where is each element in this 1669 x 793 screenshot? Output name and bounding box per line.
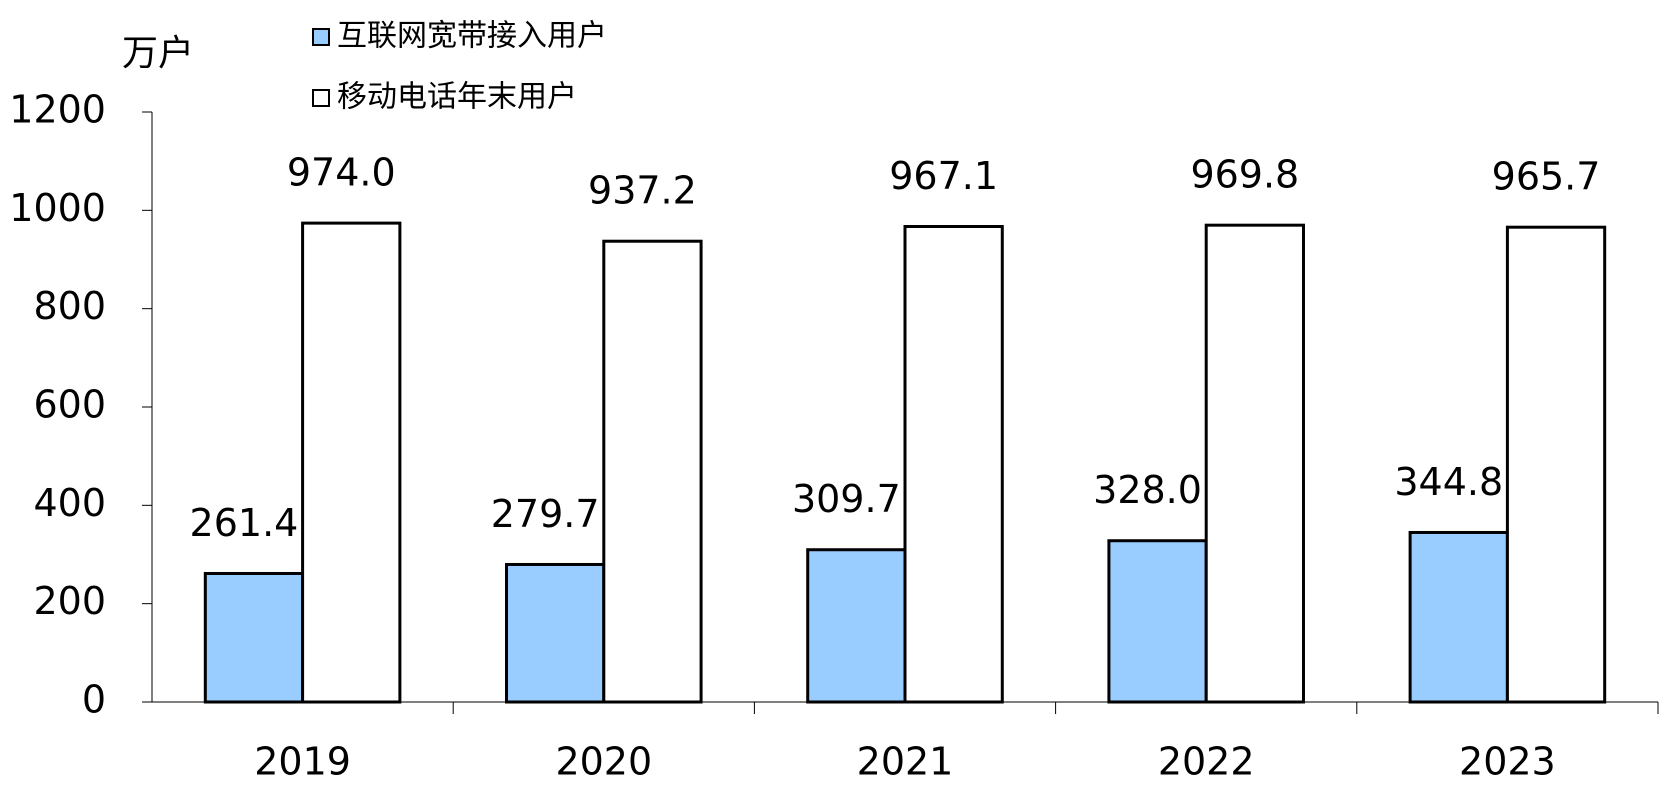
bar bbox=[1408, 530, 1509, 704]
y-tick-label: 0 bbox=[82, 678, 106, 722]
bar bbox=[806, 548, 907, 704]
value-label: 279.7 bbox=[491, 492, 600, 536]
y-tick-label: 200 bbox=[33, 579, 106, 623]
x-tick-label: 2021 bbox=[857, 740, 954, 784]
value-label: 261.4 bbox=[190, 501, 299, 545]
bar bbox=[1505, 225, 1607, 704]
legend-swatch bbox=[312, 28, 330, 46]
legend-swatch bbox=[312, 89, 330, 107]
y-unit: 万户 bbox=[122, 33, 194, 74]
bar bbox=[903, 225, 1004, 704]
value-label: 965.7 bbox=[1492, 155, 1601, 199]
y-tick-label: 1200 bbox=[9, 88, 106, 132]
bar bbox=[1107, 539, 1208, 704]
y-tick-label: 400 bbox=[33, 481, 106, 525]
bar bbox=[505, 562, 606, 704]
bar bbox=[301, 221, 402, 704]
value-label: 937.2 bbox=[588, 169, 697, 213]
bar bbox=[203, 571, 305, 704]
value-label: 967.1 bbox=[889, 154, 998, 198]
value-label: 309.7 bbox=[792, 477, 901, 521]
value-label: 969.8 bbox=[1190, 153, 1299, 197]
x-tick-label: 2023 bbox=[1459, 740, 1556, 784]
bar bbox=[602, 239, 703, 704]
x-tick-label: 2020 bbox=[555, 740, 652, 784]
bar bbox=[1204, 223, 1305, 704]
x-tick-label: 2019 bbox=[254, 740, 351, 784]
y-tick-label: 1000 bbox=[9, 186, 106, 230]
legend-label: 移动电话年末用户 bbox=[337, 80, 577, 115]
value-label: 974.0 bbox=[287, 151, 396, 195]
value-label: 328.0 bbox=[1093, 468, 1202, 512]
value-label: 344.8 bbox=[1394, 460, 1503, 504]
x-tick-label: 2022 bbox=[1158, 740, 1255, 784]
y-tick-label: 800 bbox=[33, 284, 106, 328]
y-tick-label: 600 bbox=[33, 383, 106, 427]
legend-label: 互联网宽带接入用户 bbox=[337, 19, 607, 54]
